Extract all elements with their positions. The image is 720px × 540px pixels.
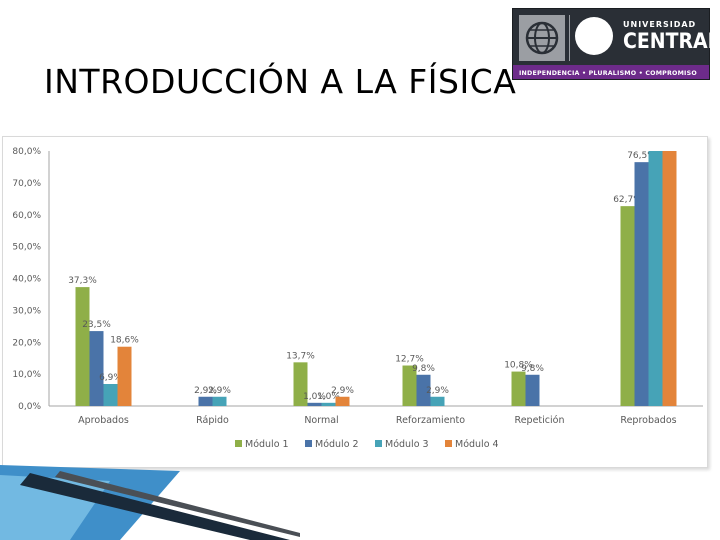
bar <box>662 151 677 406</box>
legend-label: Módulo 4 <box>455 439 499 450</box>
bar <box>117 346 132 406</box>
x-category-label: Normal <box>304 415 338 426</box>
bar <box>648 151 663 406</box>
data-label: 9,8% <box>412 364 435 374</box>
legend-label: Módulo 3 <box>385 439 429 450</box>
bar <box>293 362 308 406</box>
data-label: 1,0% <box>303 392 326 402</box>
bar <box>307 402 322 406</box>
bar <box>416 374 431 406</box>
logo-motto: INDEPENDENCIA • PLURALISMO • COMPROMISO <box>519 70 697 77</box>
globe-emblem-icon <box>519 15 565 61</box>
logo-motto-bar: INDEPENDENCIA • PLURALISMO • COMPROMISO <box>513 65 709 79</box>
bar <box>430 396 445 406</box>
data-label: 2,9% <box>194 386 217 396</box>
y-tick-label: 50,0% <box>12 243 41 253</box>
legend-swatch <box>235 440 242 447</box>
y-tick-label: 80,0% <box>12 147 41 157</box>
y-tick-label: 10,0% <box>12 370 41 380</box>
y-tick-label: 40,0% <box>12 275 41 285</box>
y-tick-label: 30,0% <box>12 306 41 316</box>
x-category-label: Repetición <box>515 415 565 426</box>
bar <box>75 287 90 406</box>
logo-top-text: UNIVERSIDAD <box>623 20 697 29</box>
legend-swatch <box>305 440 312 447</box>
logo-main-text: CENTRAL <box>623 29 720 53</box>
y-tick-label: 0,0% <box>18 402 41 412</box>
data-label: 2,9% <box>208 386 231 396</box>
decorative-swoosh <box>0 465 300 540</box>
legend-label: Módulo 1 <box>245 439 289 450</box>
bar <box>620 206 635 406</box>
university-logo: UNIVERSIDAD CENTRAL INDEPENDENCIA • PLUR… <box>512 8 720 80</box>
legend-swatch <box>445 440 452 447</box>
legend-swatch <box>375 440 382 447</box>
bar <box>321 402 336 406</box>
bar <box>402 365 417 406</box>
data-label: 9,8% <box>521 364 544 374</box>
x-category-label: Aprobados <box>78 415 129 426</box>
bar-chart: 0,0% 10,0% 20,0% 30,0% 40,0% 50,0% 60,0% 70,0% 8… <box>12 147 703 450</box>
bar <box>634 162 649 406</box>
chart-frame: 0,0% 10,0% 20,0% 30,0% 40,0% 50,0% 60,0% 70,0% 8… <box>2 136 708 468</box>
data-label: 13,7% <box>286 351 315 361</box>
ring-emblem-icon <box>575 17 613 55</box>
bar <box>335 396 350 406</box>
data-label: 76,5% <box>627 151 656 161</box>
x-category-label: Reforzamiento <box>396 415 465 426</box>
data-label: 12,7% <box>395 355 424 365</box>
bar <box>89 331 104 406</box>
data-label: 23,5% <box>82 320 111 330</box>
data-label: 2,9% <box>426 386 449 396</box>
y-tick-label: 70,0% <box>12 179 41 189</box>
x-category-label: Reprobados <box>620 415 676 426</box>
data-label: 18,6% <box>110 336 139 346</box>
data-label: 1,0% <box>317 392 340 402</box>
y-tick-label: 20,0% <box>12 338 41 348</box>
data-label: 2,9% <box>331 386 354 396</box>
legend-label: Módulo 2 <box>315 439 359 450</box>
logo-divider <box>569 15 570 61</box>
slide-title: INTRODUCCIÓN A LA FÍSICA <box>44 62 517 101</box>
data-label: 10,8% <box>504 361 533 371</box>
data-label: 62,7% <box>613 195 642 205</box>
bar <box>198 396 213 406</box>
data-label: 6,9% <box>99 373 122 383</box>
bar <box>212 396 227 406</box>
bar <box>103 384 118 406</box>
y-tick-label: 60,0% <box>12 211 41 221</box>
x-category-label: Rápido <box>196 415 229 426</box>
data-label: 37,3% <box>68 276 97 286</box>
bar <box>511 371 526 406</box>
bar <box>525 374 540 406</box>
